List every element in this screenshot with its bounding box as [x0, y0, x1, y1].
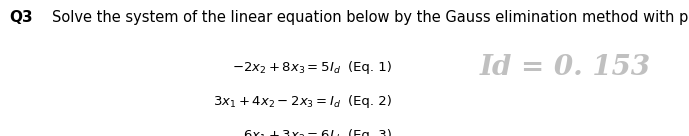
Text: (Eq. 1): (Eq. 1) — [348, 61, 392, 74]
Text: $6x_1 + 3x_2 = 6I_d$: $6x_1 + 3x_2 = 6I_d$ — [243, 129, 341, 136]
Text: $-2x_2 + 8x_3 = 5I_d$: $-2x_2 + 8x_3 = 5I_d$ — [232, 61, 341, 76]
Text: (Eq. 2): (Eq. 2) — [348, 95, 392, 108]
Text: Solve the system of the linear equation below by the Gauss elimination method wi: Solve the system of the linear equation … — [52, 10, 689, 24]
Text: (Eq. 3): (Eq. 3) — [348, 129, 392, 136]
Text: Q3: Q3 — [9, 10, 32, 24]
Text: $3x_1 + 4x_2 - 2x_3 = I_d$: $3x_1 + 4x_2 - 2x_3 = I_d$ — [213, 95, 341, 110]
Text: Id = 0. 153: Id = 0. 153 — [480, 54, 650, 81]
